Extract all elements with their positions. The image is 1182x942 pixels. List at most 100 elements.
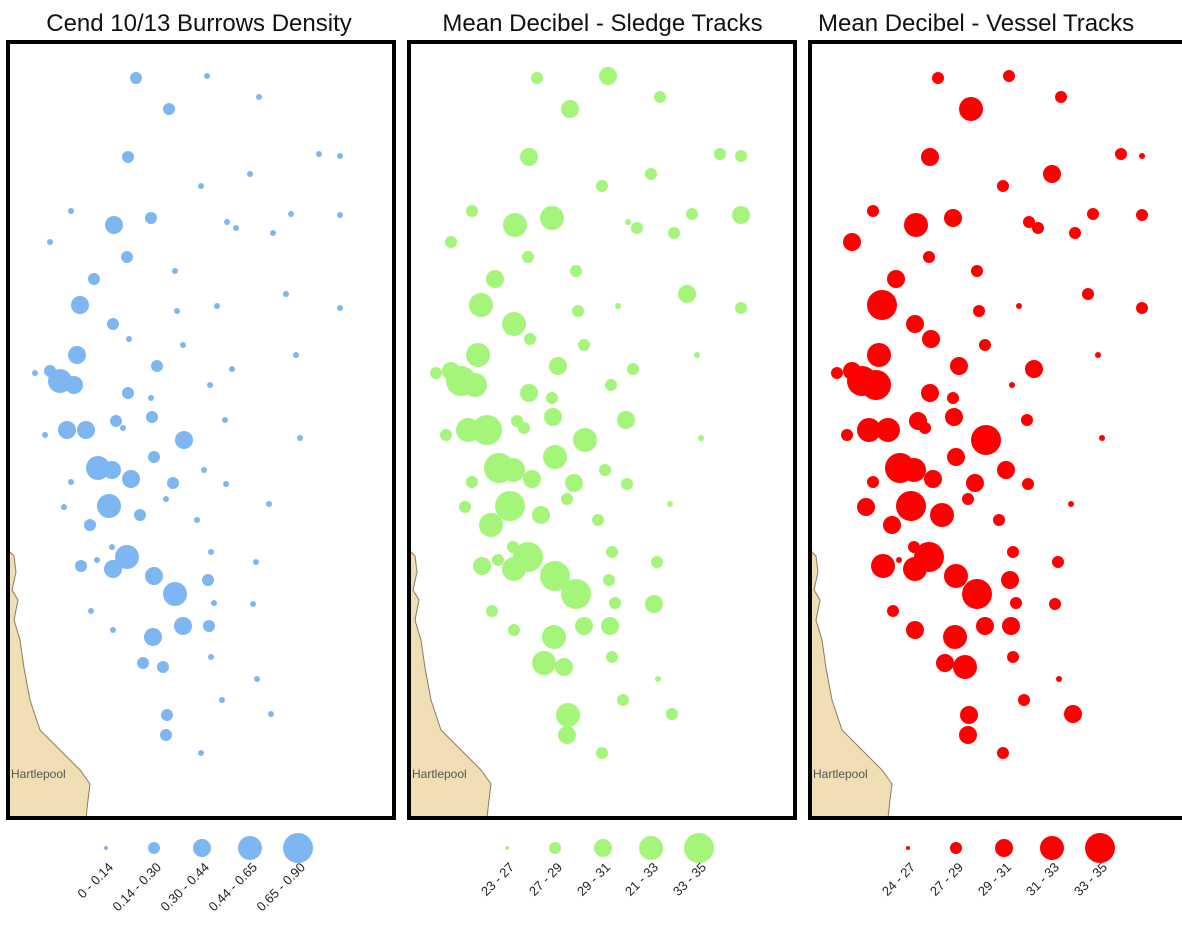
sample-site-symbol <box>645 168 657 180</box>
sample-site-symbol <box>68 208 74 214</box>
map-frame <box>6 40 396 820</box>
sample-site-symbol <box>293 352 299 358</box>
sample-site-symbol <box>921 148 939 166</box>
sample-site-symbol <box>959 726 977 744</box>
place-label-hartlepool: Hartlepool <box>813 767 868 781</box>
sample-site-symbol <box>1069 227 1081 239</box>
sample-site-symbol <box>524 333 536 345</box>
sample-site-symbol <box>316 151 322 157</box>
sample-site-symbol <box>543 445 567 469</box>
sample-site-symbol <box>1007 546 1019 558</box>
sample-site-symbol <box>256 94 262 100</box>
sample-site-symbol <box>997 461 1015 479</box>
sample-site-symbol <box>202 574 214 586</box>
legend-symbol <box>594 839 612 857</box>
legend-symbol <box>684 833 714 863</box>
sample-site-symbol <box>126 336 132 342</box>
sample-site-symbol <box>698 435 704 441</box>
sample-site-symbol <box>207 382 213 388</box>
map-frame <box>407 40 797 820</box>
sample-site-symbol <box>902 458 926 482</box>
sample-site-symbol <box>966 474 984 492</box>
sample-site-symbol <box>887 270 905 288</box>
sample-site-symbol <box>549 357 567 375</box>
sample-site-symbol <box>606 651 618 663</box>
sample-site-symbol <box>1064 705 1082 723</box>
sample-site-symbol <box>163 496 169 502</box>
sample-site-symbol <box>617 411 635 429</box>
sample-site-symbol <box>502 312 526 336</box>
sample-site-symbol <box>1003 70 1015 82</box>
sample-site-symbol <box>479 513 503 537</box>
sample-site-symbol <box>466 343 490 367</box>
sample-site-symbol <box>1139 153 1145 159</box>
sample-site-symbol <box>469 293 493 317</box>
sample-site-symbol <box>1009 382 1015 388</box>
sample-site-symbol <box>1002 617 1020 635</box>
sample-site-symbol <box>194 517 200 523</box>
sample-site-symbol <box>495 491 525 521</box>
sample-site-symbol <box>831 367 843 379</box>
sample-site-symbol <box>167 477 179 489</box>
sample-site-symbol <box>592 514 604 526</box>
sample-site-symbol <box>115 545 139 569</box>
sample-site-symbol <box>214 303 220 309</box>
sample-site-symbol <box>337 305 343 311</box>
sample-site-symbol <box>71 296 89 314</box>
legend-label: 0 - 0.14 <box>74 860 116 902</box>
sample-site-symbol <box>430 367 442 379</box>
sample-site-symbol <box>950 357 968 375</box>
sample-site-symbol <box>617 694 629 706</box>
sample-site-symbol <box>233 225 239 231</box>
sample-site-symbol <box>694 352 700 358</box>
sample-site-symbol <box>148 395 154 401</box>
panel-title-vessel: Mean Decibel - Vessel Tracks <box>818 10 1135 37</box>
sample-site-symbol <box>144 628 162 646</box>
sample-site-symbol <box>174 308 180 314</box>
place-label-hartlepool: Hartlepool <box>11 767 66 781</box>
sample-site-symbol <box>61 504 67 510</box>
sample-site-symbol <box>254 676 260 682</box>
sample-site-symbol <box>160 729 172 741</box>
sample-site-symbol <box>247 171 253 177</box>
sample-site-symbol <box>960 706 978 724</box>
sample-site-symbol <box>1016 303 1022 309</box>
sample-site-symbol <box>625 219 631 225</box>
sample-site-symbol <box>148 451 160 463</box>
sample-site-symbol <box>68 346 86 364</box>
sample-site-symbol <box>883 516 901 534</box>
sample-site-symbol <box>523 470 541 488</box>
sample-site-symbol <box>1007 651 1019 663</box>
sample-site-symbol <box>923 251 935 263</box>
sample-site-symbol <box>1099 435 1105 441</box>
sample-site-symbol <box>542 625 566 649</box>
sample-site-symbol <box>486 605 498 617</box>
sample-site-symbol <box>903 557 927 581</box>
sample-site-symbol <box>666 708 678 720</box>
sample-site-symbol <box>174 617 192 635</box>
sample-site-symbol <box>137 657 149 669</box>
legend-symbol <box>148 842 160 854</box>
sample-site-symbol <box>599 67 617 85</box>
sample-site-symbol <box>110 415 122 427</box>
sample-site-symbol <box>58 421 76 439</box>
sample-site-symbol <box>250 601 256 607</box>
legend-label: 0.14 - 0.30 <box>110 860 165 915</box>
sample-site-symbol <box>104 560 122 578</box>
sample-site-symbol <box>861 370 891 400</box>
sample-site-symbol <box>97 494 121 518</box>
sample-site-symbol <box>575 617 593 635</box>
sample-site-symbol <box>615 303 621 309</box>
sample-site-symbol <box>678 285 696 303</box>
sample-site-symbol <box>857 418 881 442</box>
sample-site-symbol <box>919 422 931 434</box>
sample-site-symbol <box>867 205 879 217</box>
sample-site-symbol <box>857 498 875 516</box>
panel-title-burrows: Cend 10/13 Burrows Density <box>46 10 352 37</box>
sample-site-symbol <box>962 579 992 609</box>
sample-site-symbol <box>565 474 583 492</box>
sample-site-symbol <box>654 91 666 103</box>
sample-site-symbol <box>1082 288 1094 300</box>
sample-site-symbol <box>1049 598 1061 610</box>
